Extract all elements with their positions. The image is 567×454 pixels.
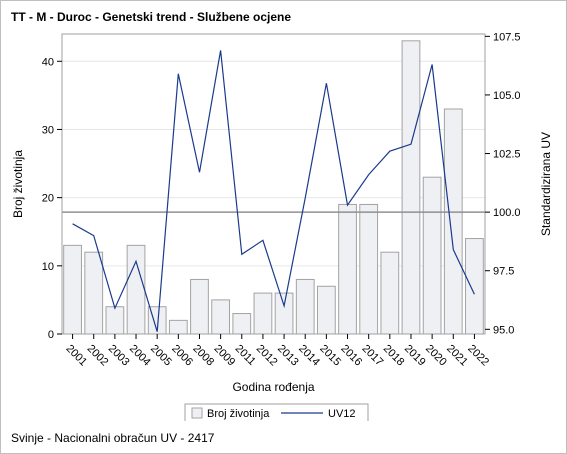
x-tick-label: 2020 <box>423 343 449 369</box>
y2-tick-label: 95.0 <box>493 324 514 336</box>
bar <box>380 251 400 335</box>
x-axis-label: Godina rođenja <box>232 380 314 394</box>
bar <box>190 278 209 335</box>
x-axis: 2001200220032004200520062008200920112012… <box>63 334 491 368</box>
y-tick-label: 20 <box>42 193 54 205</box>
bar <box>359 203 379 335</box>
x-tick-label: 2018 <box>381 343 407 369</box>
x-tick-label: 2002 <box>85 343 111 369</box>
x-tick-label: 2005 <box>148 343 174 369</box>
y2-tick-label: 97.5 <box>493 266 514 278</box>
x-tick-label: 2019 <box>402 343 428 369</box>
y-axis-right: 95.0 97.5 100.0 102.5 105.0 107.5 <box>485 31 521 336</box>
bar <box>63 244 82 335</box>
bar <box>295 278 315 335</box>
legend-line-label: UV12 <box>328 408 356 420</box>
x-tick-label: 2014 <box>296 343 322 369</box>
bar <box>105 306 125 335</box>
y-tick-label: 0 <box>48 329 54 341</box>
y-tick-label: 30 <box>42 124 54 136</box>
x-tick-label: 2021 <box>444 343 470 369</box>
y-axis-label: Broj životinja <box>11 150 25 218</box>
bar <box>274 292 294 335</box>
y2-tick-label: 100.0 <box>493 207 521 219</box>
x-tick-label: 2015 <box>317 343 343 369</box>
chart-svg: 0 10 20 30 40 95.0 97.5 100.0 102.5 105.0 107.5 2… <box>11 31 553 421</box>
footnote: Svinje - Nacionalni obračun UV - 2417 <box>11 431 215 445</box>
y-axis-left: 0 10 20 30 40 <box>42 56 62 341</box>
bar <box>422 176 442 335</box>
x-tick-label: 2003 <box>106 343 132 369</box>
bar <box>401 40 421 335</box>
bar <box>211 299 231 335</box>
x-tick-label: 2006 <box>169 343 195 369</box>
y2-axis-label: Standardizirana UV <box>539 132 553 236</box>
x-tick-label: 2017 <box>360 343 386 369</box>
y-tick-label: 10 <box>42 261 54 273</box>
y2-tick-label: 102.5 <box>493 149 521 161</box>
legend: Broj životinja UV12 <box>184 403 369 421</box>
bar <box>168 319 188 335</box>
y-tick-label: 40 <box>42 56 54 68</box>
line-series <box>72 50 475 332</box>
bar <box>338 203 357 335</box>
y2-tick-label: 107.5 <box>493 31 521 43</box>
bar <box>232 313 252 335</box>
legend-box <box>184 403 369 421</box>
bar <box>316 285 336 335</box>
y2-tick-label: 105.0 <box>493 90 521 102</box>
x-tick-label: 2013 <box>275 343 301 369</box>
x-tick-label: 2009 <box>212 343 238 369</box>
bar <box>443 108 463 335</box>
x-tick-label: 2012 <box>254 343 280 369</box>
x-tick-label: 2022 <box>465 343 491 369</box>
uv12-line <box>72 50 475 332</box>
x-tick-label: 2008 <box>190 343 216 369</box>
x-tick-label: 2011 <box>233 343 258 368</box>
x-tick-label: 2016 <box>338 343 364 369</box>
legend-bar-swatch <box>191 407 203 419</box>
chart-title: TT - M - Duroc - Genetski trend - Službe… <box>11 10 292 24</box>
legend-bar-label: Broj životinja <box>207 408 270 420</box>
bar <box>84 251 104 335</box>
x-tick-label: 2004 <box>127 343 153 369</box>
bar <box>126 244 146 335</box>
bar <box>253 292 273 335</box>
bar-series <box>63 40 484 335</box>
bar <box>465 238 484 335</box>
x-tick-label: 2001 <box>63 343 89 369</box>
plot-area-border <box>61 33 486 335</box>
